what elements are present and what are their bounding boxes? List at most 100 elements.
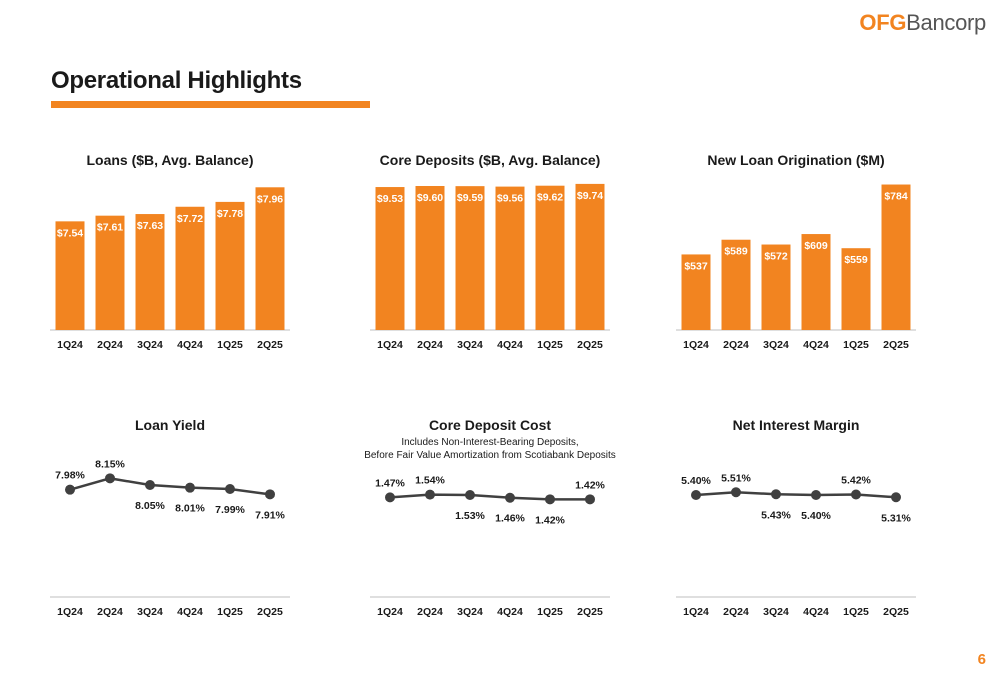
point-data-label: 8.15% <box>95 458 125 470</box>
x-tick-label: 1Q25 <box>217 606 243 618</box>
x-tick-label: 2Q24 <box>723 606 749 618</box>
bar-data-label: $9.53 <box>377 193 403 205</box>
bar-data-label: $9.74 <box>577 190 603 202</box>
x-tick-label: 2Q25 <box>883 339 909 351</box>
new-loan-origination-chart: New Loan Origination ($M) 1Q24 2Q24 3Q24 4Q2… <box>676 150 916 355</box>
chart-title: Loans ($B, Avg. Balance) <box>86 152 253 168</box>
point-data-label: 1.46% <box>495 513 525 525</box>
x-tick-label: 1Q25 <box>843 339 869 351</box>
bar-data-label: $609 <box>804 240 828 252</box>
x-tick-label: 1Q25 <box>537 339 563 351</box>
bar <box>721 239 751 330</box>
x-tick-label: 2Q25 <box>577 606 603 618</box>
x-tick-label: 2Q25 <box>577 339 603 351</box>
loan-yield-chart: Loan Yield 1Q24 2Q24 3Q24 4Q24 1Q25 2Q25 7.98% 8… <box>50 415 290 630</box>
data-point <box>731 487 741 498</box>
point-data-label: 5.40% <box>801 510 831 522</box>
point-data-label: 1.54% <box>415 475 445 487</box>
bar <box>215 201 245 330</box>
chart-title: Loan Yield <box>135 417 205 433</box>
x-tick-label: 3Q24 <box>763 339 789 351</box>
chart-svg: Loans ($B, Avg. Balance) 1Q24 2Q24 3Q24 4Q24… <box>50 152 290 351</box>
x-tick-label: 4Q24 <box>177 606 203 618</box>
bar <box>575 183 605 330</box>
bar <box>535 185 565 330</box>
net-interest-margin-chart: Net Interest Margin 1Q24 2Q24 3Q24 4Q24 1Q25 2… <box>676 415 916 630</box>
x-tick-label: 2Q24 <box>417 339 443 351</box>
x-tick-label: 3Q24 <box>763 606 789 618</box>
bar-data-label: $537 <box>684 260 708 272</box>
chart-svg: Net Interest Margin 1Q24 2Q24 3Q24 4Q24 1Q25 2… <box>676 417 916 618</box>
title-underline <box>51 101 370 108</box>
data-point <box>185 482 195 493</box>
chart-svg: Core Deposit Cost Includes Non-Interest-B… <box>364 417 616 618</box>
bar <box>255 187 285 330</box>
chart-title: Core Deposits ($B, Avg. Balance) <box>380 152 601 168</box>
chart-subtitle: Includes Non-Interest-Bearing Deposits, <box>401 437 578 448</box>
x-tick-label: 1Q25 <box>537 606 563 618</box>
x-tick-label: 2Q24 <box>97 339 123 351</box>
bar-data-label: $784 <box>884 191 908 203</box>
x-tick-label: 4Q24 <box>497 606 523 618</box>
x-tick-label: 2Q25 <box>883 606 909 618</box>
data-point <box>65 484 75 495</box>
bar <box>761 244 791 330</box>
data-point <box>505 492 515 503</box>
bar-data-label: $7.61 <box>97 222 123 234</box>
data-point <box>105 473 115 484</box>
bar <box>55 221 85 330</box>
x-tick-label: 1Q25 <box>217 339 243 351</box>
x-tick-label: 3Q24 <box>457 339 483 351</box>
core-deposits-chart: Core Deposits ($B, Avg. Balance) 1Q24 2Q24… <box>370 150 610 355</box>
data-point <box>891 492 901 503</box>
point-data-label: 8.05% <box>135 500 165 512</box>
bar-data-label: $7.54 <box>57 227 83 239</box>
x-tick-label: 2Q24 <box>417 606 443 618</box>
x-tick-label: 2Q25 <box>257 339 283 351</box>
chart-subtitle: Before Fair Value Amortization from Scot… <box>364 450 616 461</box>
x-tick-label: 3Q24 <box>137 339 163 351</box>
logo-main: OFG <box>859 10 907 35</box>
data-point <box>225 484 235 494</box>
data-point <box>691 490 701 500</box>
chart-svg: New Loan Origination ($M) 1Q24 2Q24 3Q24 4Q2… <box>676 152 916 351</box>
bar <box>801 234 831 330</box>
x-tick-label: 3Q24 <box>457 606 483 618</box>
bar <box>495 186 525 330</box>
x-tick-label: 1Q25 <box>843 606 869 618</box>
page-number: 6 <box>977 651 986 668</box>
bar-data-label: $7.72 <box>177 213 203 225</box>
bar <box>375 187 405 330</box>
chart-title: Core Deposit Cost <box>429 417 551 433</box>
bar <box>881 184 911 330</box>
chart-svg: Loan Yield 1Q24 2Q24 3Q24 4Q24 1Q25 2Q25 7.98% 8… <box>50 417 290 618</box>
loans-chart: Loans ($B, Avg. Balance) 1Q24 2Q24 3Q24 4Q24… <box>50 150 290 355</box>
bar-data-label: $7.78 <box>217 208 243 220</box>
chart-title: New Loan Origination ($M) <box>707 152 884 168</box>
bar <box>175 206 205 330</box>
x-tick-label: 4Q24 <box>177 339 203 351</box>
point-data-label: 1.42% <box>535 514 565 526</box>
x-tick-label: 1Q24 <box>683 339 709 351</box>
bar-data-label: $589 <box>724 246 748 258</box>
point-data-label: 7.98% <box>55 470 85 482</box>
series-line <box>695 490 897 499</box>
bar-data-label: $572 <box>764 251 788 263</box>
bar-data-label: $9.59 <box>457 192 483 204</box>
data-point <box>385 492 395 503</box>
bar <box>135 214 165 330</box>
point-data-label: 5.40% <box>681 475 711 487</box>
point-data-label: 1.53% <box>455 510 485 522</box>
x-tick-label: 1Q24 <box>377 339 403 351</box>
chart-svg: Core Deposits ($B, Avg. Balance) 1Q24 2Q24… <box>370 152 610 351</box>
bar-data-label: $9.62 <box>537 192 563 204</box>
x-tick-label: 4Q24 <box>497 339 523 351</box>
bar <box>841 248 871 330</box>
series-line <box>69 477 271 496</box>
data-point <box>265 489 275 500</box>
x-tick-label: 2Q24 <box>97 606 123 618</box>
bar-data-label: $559 <box>844 254 868 266</box>
data-point <box>851 489 861 500</box>
point-data-label: 7.91% <box>255 509 285 521</box>
x-tick-label: 2Q25 <box>257 606 283 618</box>
